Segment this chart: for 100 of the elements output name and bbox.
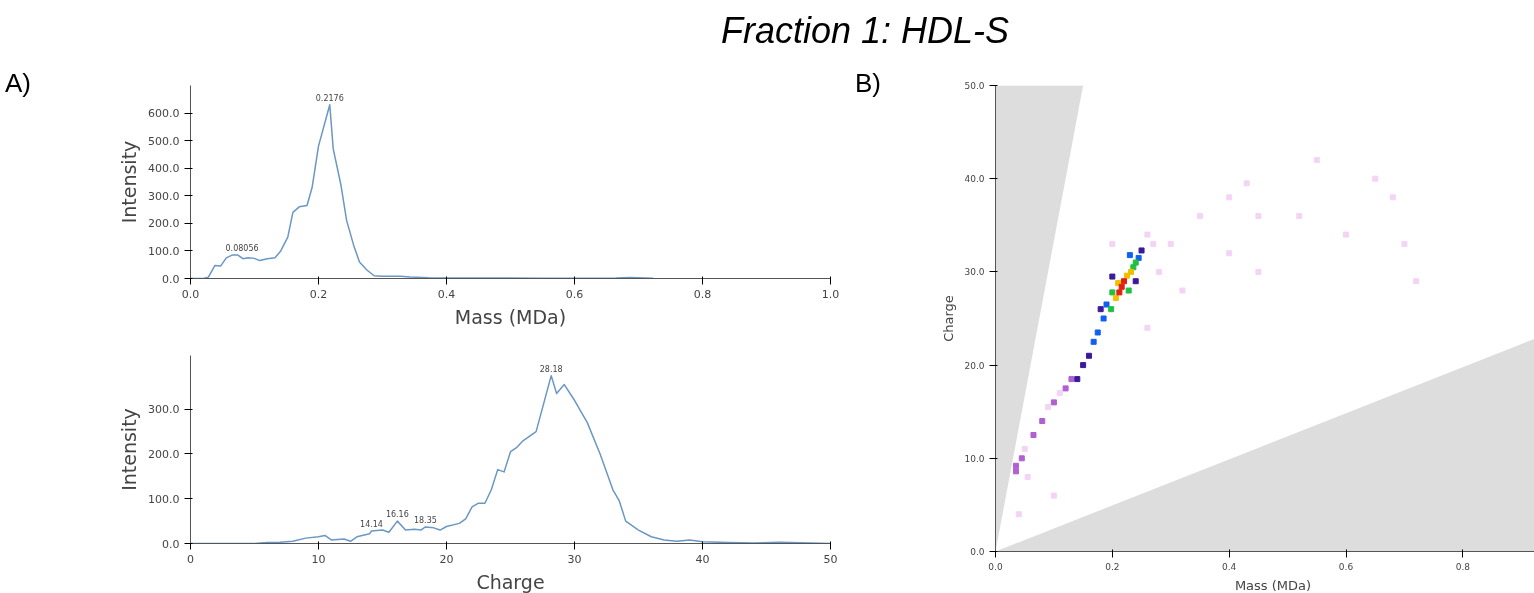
x-axis-title: Charge [476,570,545,593]
point [1126,252,1133,259]
y-tick-label: 40.0 [964,174,985,185]
point [1109,240,1116,247]
point [1100,315,1107,322]
point [1343,231,1350,238]
point [1039,418,1046,425]
y-tick-label: 20.0 [964,360,985,371]
point [1128,268,1135,275]
point [1144,231,1151,238]
y-tick-label: 200.0 [148,217,180,231]
annotation: 0.2176 [315,93,344,103]
x-tick-label: 0 [187,552,194,566]
point [1132,259,1139,266]
point [1226,250,1233,257]
x-tick-label: 0.8 [1455,561,1471,572]
point [1116,289,1123,296]
point [1015,511,1022,518]
point [1090,338,1097,345]
point [1085,352,1092,359]
point [1123,272,1130,279]
y-tick-label: 500.0 [148,134,180,148]
point [1021,445,1028,452]
x-tick-label: 0.0 [988,561,1003,572]
point [1024,473,1031,480]
point [1068,376,1075,383]
y-tick-label: 50.0 [964,81,985,91]
point [1132,278,1139,285]
x-tick-label: 0.4 [437,287,456,301]
x-tick-label: 10 [311,552,326,566]
point [1109,273,1116,280]
annotation: 18.35 [413,515,437,525]
y-tick-label: 0.0 [162,272,180,286]
point [1108,306,1115,313]
x-tick-label: 0.8 [693,287,712,301]
y-tick-label: 600.0 [148,107,180,121]
point [1167,240,1174,247]
point [1401,240,1408,247]
point [1097,306,1104,313]
y-tick-label: 300.0 [148,403,180,417]
point [1056,390,1063,397]
y-axis-title: Intensity [118,408,141,491]
x-tick-label: 30 [567,552,582,566]
y-tick-label: 0.0 [162,537,180,551]
point [1050,492,1057,499]
x-tick-label: 40 [695,552,710,566]
y-tick-label: 100.0 [148,492,180,506]
point [1135,254,1142,261]
point [1144,324,1151,331]
annotation: 28.18 [539,364,563,374]
point [1389,194,1396,201]
point [1313,157,1320,164]
text: B) [855,67,881,100]
y-axis-title: Intensity [118,140,141,224]
point [1030,432,1037,438]
point [1109,289,1116,296]
point [1125,287,1132,294]
point [1226,194,1233,201]
y-tick-label: 100.0 [148,244,180,258]
x-tick-label: 0.2 [309,287,328,301]
x-axis-title: Mass (MDa) [1234,577,1312,593]
x-tick-label: 20 [439,552,454,566]
annotation: 14.14 [360,519,383,529]
point [1080,362,1087,369]
y-axis-title: Charge [941,295,957,342]
x-tick-label: 0.2 [1105,561,1120,572]
chart-title: Fraction 1: HDL-S [720,9,1010,53]
point [1196,212,1203,219]
point [1413,278,1420,285]
point [1243,180,1250,187]
point [1045,404,1052,411]
y-tick-label: 200.0 [148,447,180,461]
y-tick-label: 300.0 [148,189,180,203]
point [1012,468,1019,475]
point [1062,385,1069,392]
x-tick-label: 0.6 [1338,561,1354,572]
text: A) [5,67,31,100]
point [1255,268,1262,275]
x-tick-label: 0.6 [565,287,584,301]
y-tick-label: 30.0 [964,267,985,278]
point [1372,175,1379,182]
point [1074,376,1081,383]
point [1050,399,1057,406]
point [1296,212,1303,219]
point [1138,247,1145,254]
point [1150,240,1157,247]
point [1156,268,1163,275]
y-tick-label: 400.0 [148,162,180,176]
x-tick-label: 1.0 [821,287,840,301]
point [1094,329,1101,336]
x-tick-label: 0.0 [181,287,200,301]
point [1255,212,1262,219]
x-axis-title: Mass (MDa) [454,305,567,328]
annotation: 0.08056 [225,244,259,254]
point [1121,278,1128,285]
annotation: 16.16 [385,510,409,520]
point [1018,455,1025,462]
x-tick-label: 50 [823,552,838,566]
y-tick-label: 10.0 [964,453,985,464]
x-tick-label: 0.4 [1222,561,1237,572]
